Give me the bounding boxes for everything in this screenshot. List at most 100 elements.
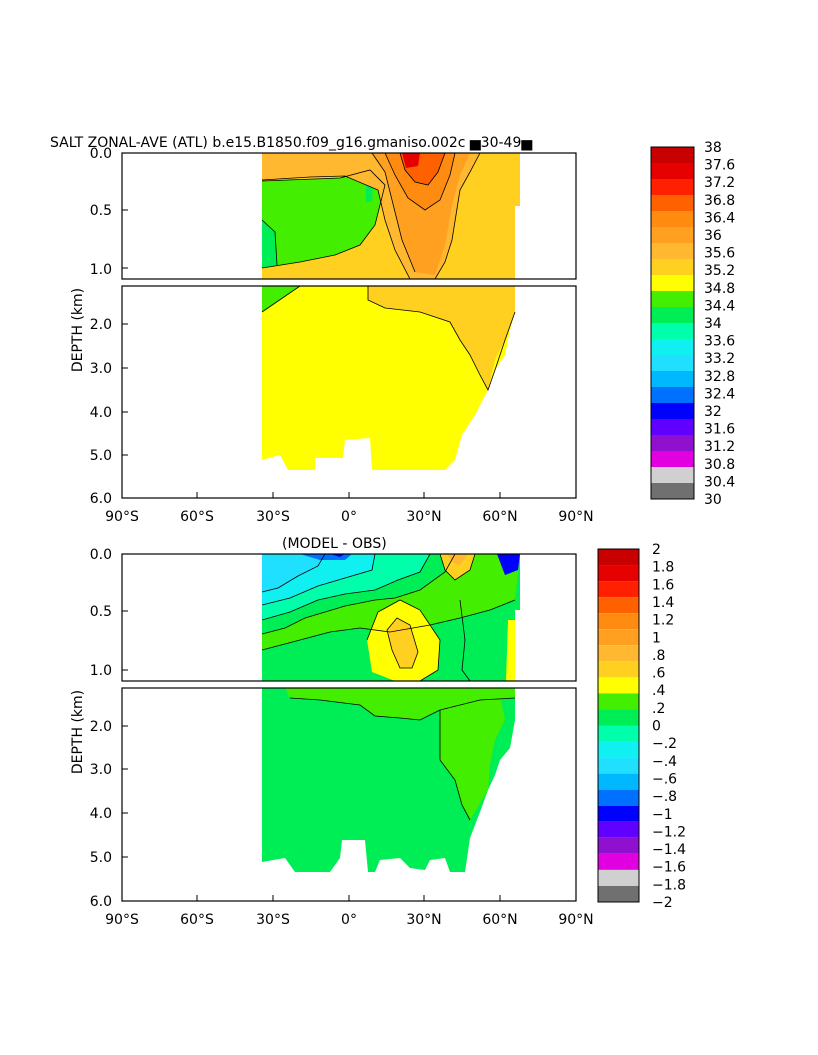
y-tick: 0.0 bbox=[90, 146, 112, 162]
y-tick: 0.5 bbox=[90, 604, 112, 620]
x-tick: 60°S bbox=[180, 912, 214, 928]
y-tick: 3.0 bbox=[90, 361, 112, 377]
x-tick: 0° bbox=[341, 509, 357, 525]
colorbar-swatch bbox=[651, 291, 694, 307]
colorbar-swatch bbox=[651, 419, 694, 435]
colorbar-swatch bbox=[651, 403, 694, 419]
colorbar-swatch bbox=[651, 387, 694, 403]
x-tick: 90°S bbox=[105, 509, 139, 525]
colorbar-swatch bbox=[598, 581, 639, 598]
colorbar-label: 32.8 bbox=[704, 369, 735, 385]
x-tick: 30°N bbox=[406, 509, 441, 525]
colorbar-swatch bbox=[598, 597, 639, 614]
colorbar-label: 34.4 bbox=[704, 298, 735, 314]
colorbar-swatch bbox=[598, 661, 639, 678]
colorbar-label: 37.2 bbox=[704, 175, 735, 191]
colorbar-label: 38 bbox=[704, 140, 722, 156]
x-tick: 0° bbox=[341, 912, 357, 928]
colorbar-label: 30.4 bbox=[704, 474, 735, 490]
y-tick: 3.0 bbox=[90, 762, 112, 778]
y-tick: 5.0 bbox=[90, 448, 112, 464]
colorbar-swatch bbox=[651, 339, 694, 355]
colorbar-label: 37.6 bbox=[704, 158, 735, 174]
difference-upper-frame bbox=[121, 553, 577, 682]
colorbar-swatch bbox=[598, 693, 639, 710]
chart-title: (MODEL - OBS) bbox=[282, 536, 387, 552]
colorbar-swatch bbox=[598, 741, 639, 758]
colorbar-label: −1.6 bbox=[652, 860, 686, 876]
colorbar-swatch bbox=[651, 147, 694, 163]
colorbar-swatch bbox=[651, 195, 694, 211]
y-axis-label: DEPTH (km) bbox=[70, 690, 86, 774]
colorbar-swatch bbox=[598, 757, 639, 774]
y-axis-label: DEPTH (km) bbox=[70, 288, 86, 372]
colorbar-label: 36 bbox=[704, 228, 722, 244]
colorbar-label: 30.8 bbox=[704, 457, 735, 473]
x-tick: 30°S bbox=[256, 509, 290, 525]
colorbar-label: −.8 bbox=[652, 789, 677, 805]
colorbar-swatch bbox=[598, 565, 639, 582]
salinity-y-ticks: 0.0 0.5 1.0 2.0 3.0 4.0 5.0 6.0 bbox=[90, 146, 112, 507]
colorbar-label: −.6 bbox=[652, 771, 677, 787]
x-tick: 60°N bbox=[482, 912, 517, 928]
colorbar-label: 1.2 bbox=[652, 613, 674, 629]
colorbar-label: 33.2 bbox=[704, 351, 735, 367]
colorbar-label: .2 bbox=[652, 701, 665, 717]
colorbar-swatch bbox=[598, 725, 639, 742]
salinity-colorbar: 38 37.637.2 36.836.4 36 35.635.2 34.834.4 34 33… bbox=[650, 140, 735, 508]
colorbar-swatch bbox=[651, 275, 694, 291]
colorbar-label: 36.4 bbox=[704, 210, 735, 226]
colorbar-swatch bbox=[598, 645, 639, 662]
colorbar-swatch bbox=[598, 869, 639, 886]
colorbar-label: 0 bbox=[652, 719, 661, 735]
salinity-panel: SALT ZONAL-AVE (ATL) b.e15.B1850.f09_g16… bbox=[50, 135, 735, 525]
difference-y-ticks: 0.0 0.5 1.0 2.0 3.0 4.0 5.0 6.0 bbox=[90, 547, 112, 910]
colorbar-swatch bbox=[598, 853, 639, 870]
colorbar-swatch bbox=[598, 549, 639, 566]
colorbar-label: 34.8 bbox=[704, 281, 735, 297]
salinity-lower-field bbox=[262, 286, 515, 470]
colorbar-label: −1.4 bbox=[652, 842, 686, 858]
colorbar-swatch bbox=[651, 371, 694, 387]
colorbar-swatch bbox=[651, 435, 694, 451]
colorbar-label: −.2 bbox=[652, 736, 677, 752]
salinity-contours bbox=[261, 153, 516, 391]
colorbar-label: −1.2 bbox=[652, 824, 686, 840]
colorbar-frame bbox=[650, 146, 695, 500]
colorbar-label: −1 bbox=[652, 807, 673, 823]
salinity-x-ticks: 90°S 60°S 30°S 0° 30°N 60°N 90°N bbox=[105, 509, 594, 525]
y-tick: 0.0 bbox=[90, 547, 112, 563]
chart-title: SALT ZONAL-AVE (ATL) b.e15.B1850.f09_g16… bbox=[50, 135, 532, 151]
colorbar-swatch bbox=[598, 821, 639, 838]
colorbar-swatch bbox=[651, 451, 694, 467]
colorbar-label: 32 bbox=[704, 404, 722, 420]
colorbar-swatch bbox=[651, 467, 694, 483]
colorbar-label: 35.6 bbox=[704, 246, 735, 262]
colorbar-swatch bbox=[651, 483, 694, 499]
x-tick: 90°N bbox=[558, 912, 593, 928]
x-tick: 90°S bbox=[105, 912, 139, 928]
x-tick: 60°S bbox=[180, 509, 214, 525]
colorbar-swatch bbox=[651, 211, 694, 227]
difference-panel: (MODEL - OBS) bbox=[70, 536, 686, 928]
colorbar-label: 1.8 bbox=[652, 560, 674, 576]
colorbar-swatch bbox=[651, 259, 694, 275]
colorbar-swatch bbox=[651, 163, 694, 179]
y-tick: 4.0 bbox=[90, 806, 112, 822]
difference-lower-field bbox=[262, 688, 515, 872]
y-tick: 6.0 bbox=[90, 894, 112, 910]
x-tick: 30°N bbox=[406, 912, 441, 928]
colorbar-label: 30 bbox=[704, 492, 722, 508]
colorbar-label: .6 bbox=[652, 666, 665, 682]
colorbar-label: −1.8 bbox=[652, 877, 686, 893]
colorbar-swatch bbox=[651, 227, 694, 243]
difference-colorbar: 21.81.61.41.21.8.6.4.20−.2−.4−.6−.8−1−1.… bbox=[597, 542, 686, 911]
colorbar-label: 1.4 bbox=[652, 595, 674, 611]
colorbar-swatch bbox=[651, 307, 694, 323]
colorbar-swatch bbox=[598, 805, 639, 822]
colorbar-swatch bbox=[598, 837, 639, 854]
salinity-upper-field bbox=[262, 153, 520, 279]
y-tick: 5.0 bbox=[90, 850, 112, 866]
x-tick: 60°N bbox=[482, 509, 517, 525]
